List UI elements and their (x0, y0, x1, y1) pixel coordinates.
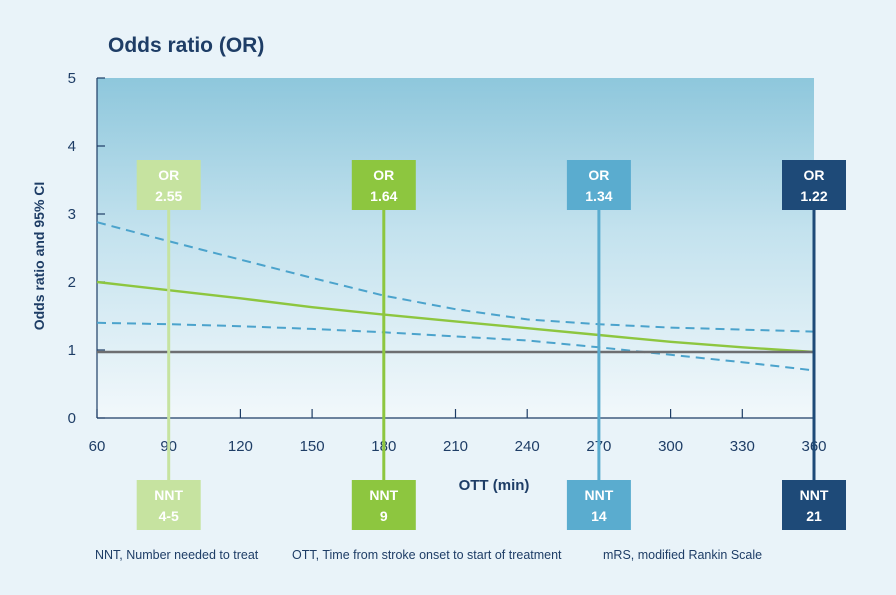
nnt-box (136, 480, 201, 530)
x-tick-label: 240 (515, 438, 540, 455)
footnote-nnt: NNT, Number needed to treat (95, 548, 259, 562)
x-axis-label: OTT (min) (459, 477, 530, 494)
x-tick-label: 210 (443, 438, 468, 455)
or-label: OR (158, 167, 179, 183)
nnt-box (782, 480, 846, 530)
or-label: OR (588, 167, 609, 183)
nnt-label: NNT (585, 487, 614, 503)
marker-3: OR 1.34 NNT 14 (566, 160, 631, 530)
nnt-value: 21 (806, 508, 822, 524)
nnt-value: 14 (591, 508, 607, 524)
plot-area (97, 78, 814, 418)
chart-title: Odds ratio (OR) (108, 34, 264, 57)
y-tick-label: 1 (68, 342, 76, 359)
y-tick-label: 3 (68, 206, 76, 223)
nnt-value: 9 (380, 508, 388, 524)
nnt-box (351, 480, 416, 530)
y-tick-label: 0 (68, 410, 76, 427)
x-tick-label: 60 (89, 438, 106, 455)
or-box (351, 160, 416, 210)
x-tick-label: 120 (228, 438, 253, 455)
or-label: OR (373, 167, 394, 183)
or-box (566, 160, 631, 210)
footnote-ott: OTT, Time from stroke onset to start of … (292, 548, 562, 562)
or-label: OR (804, 167, 825, 183)
series-line-2 (96, 221, 815, 333)
or-value: 2.55 (155, 188, 182, 204)
or-value: 1.22 (800, 188, 827, 204)
nnt-label: NNT (154, 487, 183, 503)
nnt-label: NNT (369, 487, 398, 503)
series-line-1 (96, 280, 815, 354)
marker-4: OR 1.22 NNT 21 (782, 160, 846, 530)
y-tick-label: 4 (68, 138, 76, 155)
marker-1: OR 2.55 NNT 4-5 (136, 160, 201, 530)
or-box (782, 160, 846, 210)
x-tick-label: 150 (300, 438, 325, 455)
nnt-box (566, 480, 631, 530)
series-layer (96, 221, 815, 372)
or-value: 1.34 (585, 188, 612, 204)
or-value: 1.64 (370, 188, 397, 204)
y-axis-label: Odds ratio and 95% CI (31, 182, 47, 331)
nnt-value: 4-5 (159, 508, 179, 524)
footnote-mrs: mRS, modified Rankin Scale (603, 548, 762, 562)
nnt-label: NNT (800, 487, 829, 503)
marker-layer: OR 2.55 NNT 4-5 OR 1.64 NNT 9 OR 1.34 NNT 14 OR 1.22 N… (136, 160, 846, 530)
y-tick-label: 5 (68, 70, 76, 87)
x-tick-label: 330 (730, 438, 755, 455)
or-box (136, 160, 201, 210)
y-tick-label: 2 (68, 274, 76, 291)
marker-2: OR 1.64 NNT 9 (351, 160, 416, 530)
x-tick-label: 300 (658, 438, 683, 455)
